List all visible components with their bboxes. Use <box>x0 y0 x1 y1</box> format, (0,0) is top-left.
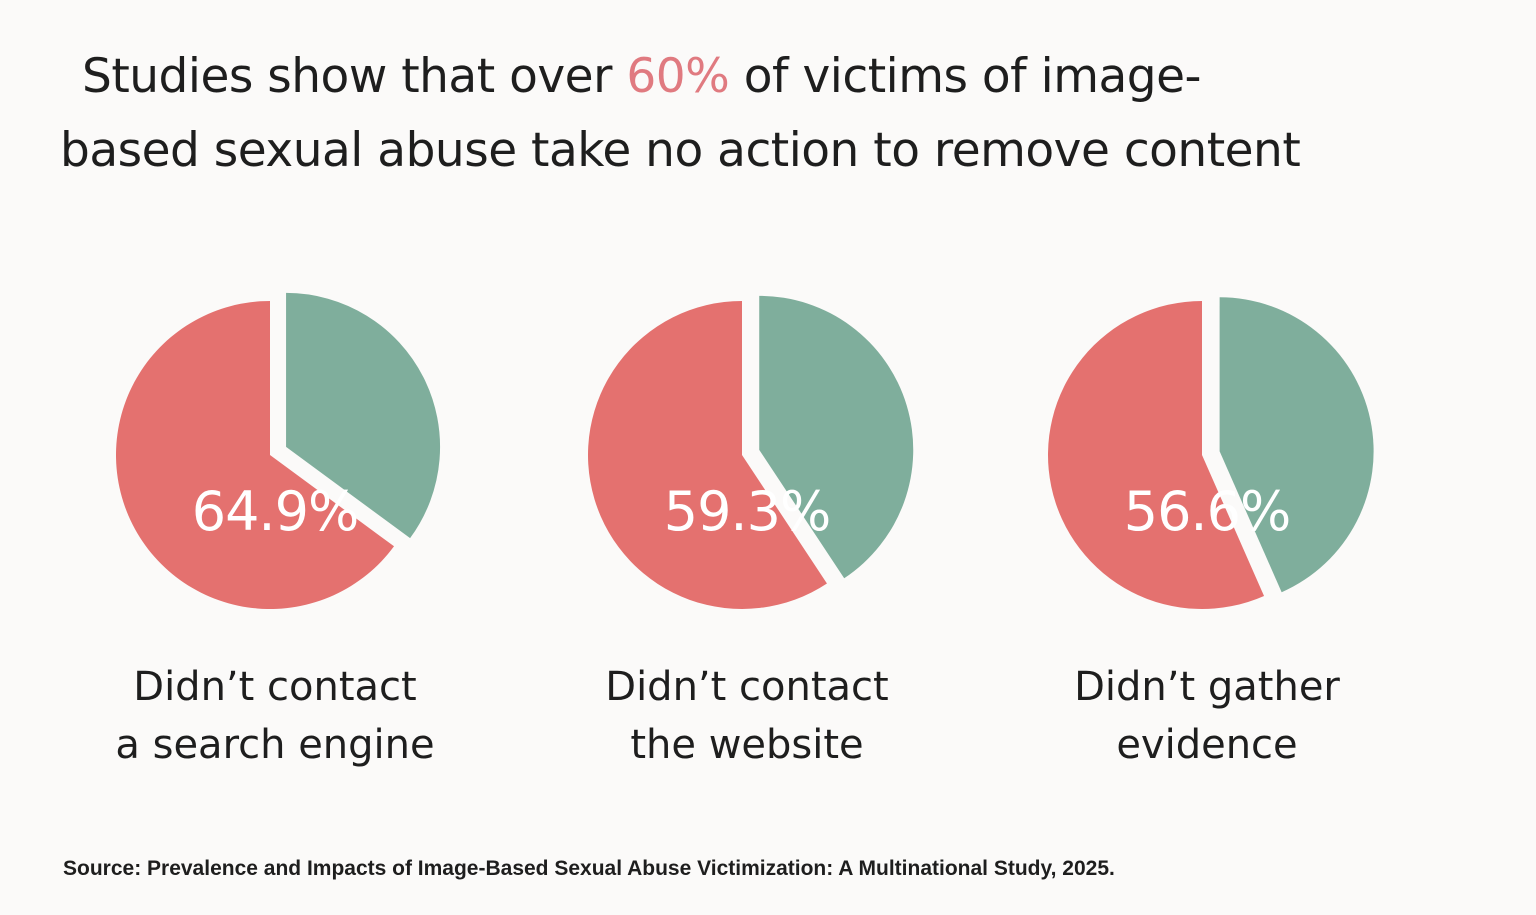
pie-caption-line-1: Didn’t contact <box>605 664 889 710</box>
source-citation: Source: Prevalence and Impacts of Image-… <box>63 857 1115 880</box>
chart-title: Studies show that over 60% of victims of… <box>60 40 1480 188</box>
pie-caption-line-2: the website <box>630 722 864 768</box>
pie-panel-evidence: 56.6% Didn’t gather evidence <box>972 200 1442 800</box>
title-part-2: of victims of image- <box>729 49 1202 104</box>
pie-slice-took-action <box>286 292 441 539</box>
pie-value-label: 64.9% <box>191 480 360 543</box>
pie-value-label: 59.3% <box>663 480 832 543</box>
pie-slice-no-action <box>1048 301 1265 609</box>
title-part-1: Studies show that over <box>82 49 627 104</box>
pie-caption-line-2: evidence <box>1116 722 1298 768</box>
pie-caption-line-1: Didn’t contact <box>133 664 417 710</box>
pie-value-label: 56.6% <box>1123 480 1292 543</box>
pie-caption: Didn’t contact a search engine <box>40 658 510 774</box>
pie-slice-took-action <box>1219 297 1374 593</box>
pie-slice-no-action <box>588 301 827 609</box>
title-highlight-percent: 60% <box>626 49 730 104</box>
pie-caption: Didn’t gather evidence <box>972 658 1442 774</box>
pie-chart-website <box>588 295 914 609</box>
pie-caption: Didn’t contact the website <box>512 658 982 774</box>
pie-panel-search-engine: 64.9% Didn’t contact a search engine <box>40 200 510 800</box>
pie-caption-line-1: Didn’t gather <box>1074 664 1340 710</box>
pie-panel-website: 59.3% Didn’t contact the website <box>512 200 982 800</box>
pie-chart-evidence <box>1048 297 1374 609</box>
pie-chart-search-engine <box>116 292 441 609</box>
pie-caption-line-2: a search engine <box>115 722 435 768</box>
title-line-1: Studies show that over 60% of victims of… <box>60 40 1480 114</box>
pie-slice-took-action <box>759 295 914 579</box>
title-line-2: based sexual abuse take no action to rem… <box>60 123 1301 178</box>
pie-slice-no-action <box>116 301 395 609</box>
